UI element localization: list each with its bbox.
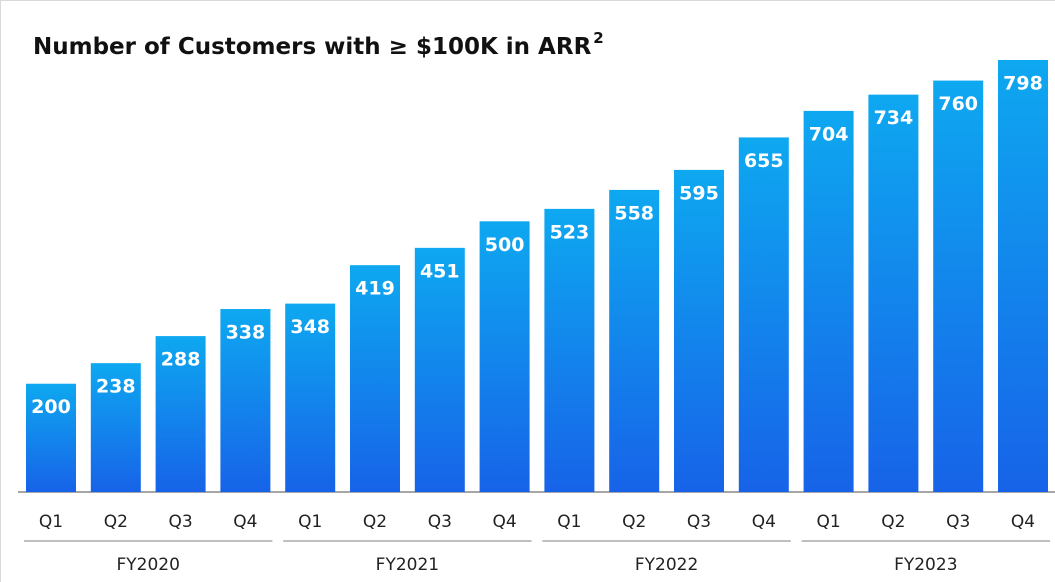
chart-title: Number of Customers with ≥ $100K in ARR 2 [33,29,604,60]
x-tick-label: Q3 [687,512,711,532]
value-label: 595 [679,182,719,204]
bar [609,189,660,492]
value-label: 419 [355,278,395,300]
x-tick-label: Q1 [298,512,322,532]
value-label: 338 [226,322,266,344]
value-label: 500 [485,234,525,256]
bar [868,94,919,493]
x-tick-label: Q2 [363,512,387,532]
value-label: 798 [1003,73,1043,95]
bar [285,303,336,492]
bar [674,169,724,493]
bar [220,309,271,492]
x-tick-label: Q2 [622,512,646,532]
x-tick-label: Q1 [557,512,581,532]
x-tick-label: Q3 [946,512,970,532]
x-tick-label: Q1 [816,512,840,532]
value-label: 451 [420,260,460,282]
value-label: 200 [31,396,71,418]
bar [414,247,465,492]
x-tick-label: Q4 [492,512,516,532]
value-label: 523 [550,221,590,243]
value-label: 655 [744,150,784,172]
bar [350,265,400,492]
x-tick-label: Q3 [428,512,452,532]
x-tick-label: Q4 [233,512,257,532]
value-label: 288 [161,349,201,371]
x-tick-label: Q3 [168,512,192,532]
x-tick-label: Q1 [39,512,63,532]
value-label: 558 [614,202,654,224]
value-label: 760 [938,93,978,115]
bar [90,363,141,492]
bar [933,80,984,493]
value-label: 734 [874,107,914,129]
value-label: 704 [809,123,849,145]
bar [544,208,595,492]
x-tick-label: Q4 [1011,512,1035,532]
x-tick-label: Q2 [104,512,128,532]
group-label: FY2023 [894,555,957,575]
value-label: 348 [290,316,330,338]
bar [155,336,206,492]
value-label: 238 [96,376,136,398]
group-label: FY2020 [116,555,179,575]
bar [738,137,789,493]
bar [803,110,854,493]
x-tick-label: Q4 [752,512,776,532]
bar [998,60,1048,492]
group-label: FY2021 [376,555,439,575]
group-label: FY2022 [635,555,698,575]
bar [479,221,530,492]
bar [26,383,76,492]
x-tick-label: Q2 [881,512,905,532]
